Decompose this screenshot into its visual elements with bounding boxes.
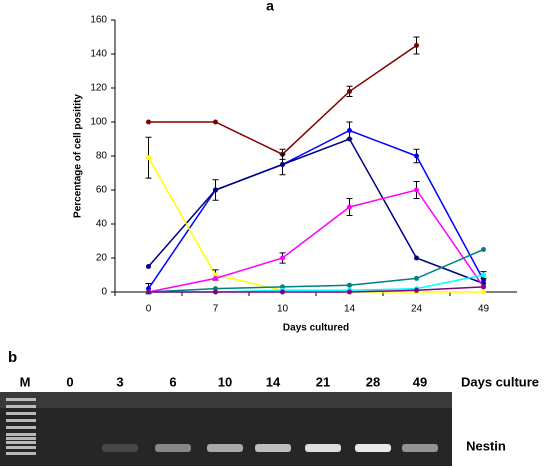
- marker-band: [6, 405, 36, 408]
- y-tick-label: 100: [90, 117, 107, 128]
- data-point: [146, 264, 151, 269]
- series-line: [147, 157, 484, 293]
- gel-band: [102, 444, 138, 452]
- marker-band: [6, 441, 36, 444]
- data-point: [347, 204, 352, 210]
- marker-label: M: [20, 374, 31, 389]
- x-axis-label: Days cultured: [283, 323, 349, 334]
- lane-label: 14: [266, 374, 281, 389]
- series-line: [147, 138, 484, 285]
- data-point: [414, 255, 419, 261]
- data-point: [414, 153, 419, 159]
- y-axis-label: Percentage of cell positity: [73, 94, 84, 218]
- marker-band: [6, 398, 36, 401]
- x-tick-label: 7: [213, 304, 219, 315]
- y-tick-label: 20: [96, 253, 108, 264]
- lane-label: 49: [413, 374, 427, 389]
- data-point: [280, 289, 285, 295]
- data-point: [213, 187, 218, 193]
- lane-label: 21: [316, 374, 330, 389]
- data-point: [414, 43, 419, 48]
- series-line: [147, 129, 485, 290]
- data-point: [347, 289, 352, 295]
- data-point: [347, 88, 352, 94]
- data-point: [347, 282, 352, 288]
- data-point: [414, 287, 419, 293]
- gel-band: [305, 444, 341, 452]
- lane-label: 28: [366, 374, 380, 389]
- marker-band: [6, 426, 36, 429]
- y-tick-label: 40: [96, 219, 108, 230]
- gel-axis-label: Days culture: [461, 374, 539, 389]
- data-point: [414, 187, 419, 193]
- series-line: [148, 44, 417, 156]
- series-line: [148, 286, 484, 293]
- series-line: [148, 189, 485, 293]
- y-tick-label: 120: [90, 83, 107, 94]
- marker-band: [6, 446, 36, 449]
- x-tick-label: 49: [478, 304, 490, 315]
- data-point: [481, 272, 486, 278]
- gel-band: [355, 444, 391, 452]
- x-tick-label: 14: [344, 304, 356, 315]
- y-tick-label: 140: [90, 49, 107, 60]
- gel-band: [155, 444, 191, 452]
- data-point: [280, 162, 285, 167]
- data-point: [481, 289, 486, 295]
- marker-band: [6, 412, 36, 415]
- lane-label: 6: [169, 374, 176, 389]
- data-point: [213, 275, 218, 281]
- panel-label: a: [266, 0, 274, 14]
- marker-band: [6, 452, 36, 455]
- data-point: [280, 255, 285, 261]
- data-point: [146, 289, 151, 295]
- data-point: [146, 119, 151, 125]
- panel-label: b: [8, 349, 17, 366]
- gel-band: [402, 444, 438, 452]
- x-tick-label: 10: [277, 304, 289, 315]
- data-point: [347, 128, 352, 133]
- data-point: [414, 275, 419, 281]
- band-label: Nestin: [466, 438, 506, 453]
- lane-label: 0: [66, 374, 73, 389]
- marker-band: [6, 437, 36, 440]
- x-tick-label: 0: [146, 304, 152, 315]
- y-tick-label: 160: [90, 15, 107, 26]
- data-point: [481, 284, 486, 290]
- lane-label: 3: [116, 374, 123, 389]
- lane-label: 10: [218, 374, 232, 389]
- data-point: [347, 136, 352, 142]
- y-tick-label: 0: [101, 287, 107, 298]
- y-tick-label: 80: [96, 151, 108, 162]
- marker-band: [6, 419, 36, 422]
- y-tick-label: 60: [96, 185, 108, 196]
- gel-band: [207, 444, 243, 452]
- marker-band: [6, 433, 36, 436]
- gel-well-row: [0, 392, 452, 408]
- data-point: [213, 119, 218, 125]
- gel-band: [255, 444, 291, 452]
- data-point: [213, 289, 218, 295]
- series-line: [148, 248, 484, 293]
- x-tick-label: 24: [411, 304, 423, 315]
- data-point: [481, 247, 486, 252]
- data-point: [146, 155, 151, 161]
